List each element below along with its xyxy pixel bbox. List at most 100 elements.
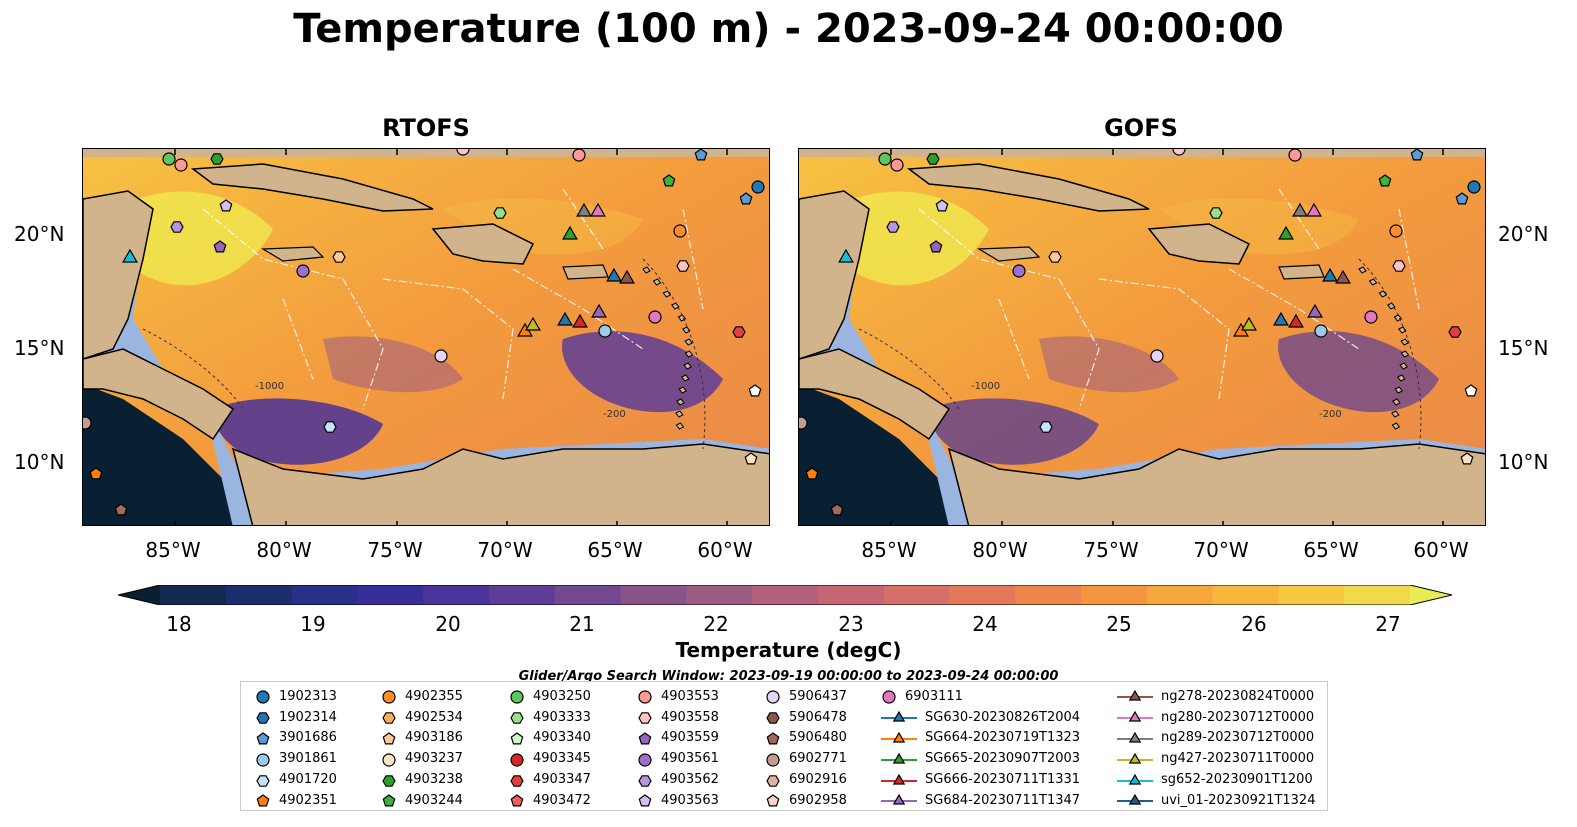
legend-item: 4903186: [381, 728, 463, 749]
argo-float-marker: [1209, 207, 1223, 219]
legend-item: 4903347: [509, 769, 591, 790]
lat-label-10n-left: 10°N: [14, 450, 65, 474]
legend-marker-icon: [766, 712, 780, 724]
lon-label-85w-rtofs: 85°W: [145, 538, 201, 562]
legend-column: 1902313 1902314 3901686 3901861 4901720 49023…: [255, 686, 337, 811]
colorbar-segment: [488, 585, 556, 605]
warm-water-region: [829, 191, 989, 286]
glider-marker: [1306, 202, 1322, 217]
glider-marker: [838, 248, 854, 263]
colorbar-segment: [883, 585, 950, 605]
map-panel-gofs: -1000 -200: [798, 148, 1486, 526]
argo-float-marker: [89, 467, 103, 480]
argo-float-marker: [935, 199, 949, 212]
colorbar-segment: [1015, 585, 1082, 605]
colorbar-segment: [1344, 585, 1411, 605]
legend-item: 6902771: [765, 748, 847, 769]
glider-marker: [1278, 225, 1294, 240]
colorbar-segment: [1278, 585, 1345, 605]
legend-label: 4903244: [405, 792, 463, 808]
argo-float-marker: [1448, 326, 1462, 338]
legend-label: 6903111: [905, 688, 963, 704]
legend-item: 4903553: [637, 686, 719, 707]
legend-item: 4901720: [255, 769, 337, 790]
glider-marker: [1288, 313, 1304, 328]
legend-marker-icon: [1117, 752, 1153, 764]
argo-float-marker: [830, 503, 844, 516]
map-panel-rtofs: -1000 -200: [82, 148, 770, 526]
lon-label-70w-rtofs: 70°W: [477, 538, 533, 562]
legend-item: 4903250: [509, 686, 591, 707]
legend-label: 4903186: [405, 730, 463, 746]
land-puerto-rico: [1278, 264, 1325, 280]
legend-column: ng278-20230824T0000 ng280-20230712T0000 ng…: [1117, 686, 1315, 811]
legend-marker-icon: [638, 712, 652, 724]
legend-marker-icon: [638, 732, 652, 745]
colorbar-tick: 21: [569, 612, 595, 636]
argo-float-marker: [114, 503, 128, 516]
legend-label: 6902771: [789, 751, 847, 767]
legend-marker-icon: [256, 690, 270, 704]
legend-item: 4903237: [381, 748, 463, 769]
argo-float-marker: [1314, 324, 1328, 338]
colorbar-segment: [423, 585, 490, 605]
colorbar: [117, 584, 1453, 606]
argo-float-marker: [434, 349, 448, 363]
legend-label: 4902351: [279, 792, 337, 808]
argo-float-marker: [694, 149, 708, 161]
land-florida-edge: [83, 149, 769, 157]
land-central-america: [83, 348, 235, 441]
colorbar-gradient: [117, 584, 1453, 606]
land-hispaniola: [431, 223, 535, 265]
argo-float-marker: [890, 158, 904, 172]
legend-marker-icon: [638, 774, 652, 787]
legend-marker-icon: [766, 732, 780, 745]
legend-item: SG666-20230711T1331: [881, 769, 1080, 790]
colorbar-tick: 25: [1106, 612, 1132, 636]
land-puerto-rico: [562, 264, 609, 280]
legend: 1902313 1902314 3901686 3901861 4901720 49023…: [240, 681, 1328, 811]
legend-column: 4903553 4903558 4903559 4903561 4903562 49035…: [637, 686, 719, 811]
argo-float-marker: [1455, 192, 1469, 205]
panel-title-gofs: GOFS: [1104, 114, 1178, 142]
glider-marker: [1292, 202, 1308, 217]
argo-float-marker: [1410, 149, 1424, 161]
glider-marker: [619, 269, 635, 284]
colorbar-label: Temperature (degC): [675, 638, 902, 662]
bathymetry-contour: [858, 258, 1422, 450]
glider-marker: [562, 225, 578, 240]
legend-marker-icon: [256, 712, 270, 724]
glider-marker: [572, 313, 588, 328]
legend-item: sg652-20230901T1200: [1117, 769, 1315, 790]
argo-float-marker: [926, 153, 940, 165]
colorbar-segment: [1212, 585, 1279, 605]
argo-float-marker: [673, 224, 687, 238]
lon-label-65w-rtofs: 65°W: [587, 538, 643, 562]
colorbar-tick: 20: [435, 612, 461, 636]
argo-float-marker: [648, 310, 662, 324]
legend-marker-icon: [1117, 690, 1153, 701]
legend-item: ng280-20230712T0000: [1117, 707, 1315, 728]
legend-item: 4903561: [637, 748, 719, 769]
colorbar-segment: [1081, 585, 1148, 605]
argo-float-marker: [572, 149, 586, 162]
eez-boundary: [918, 188, 1420, 410]
cold-water-region: [213, 398, 383, 465]
colorbar-segment: [949, 585, 1016, 605]
legend-item: 4903333: [509, 707, 591, 728]
glider-marker: [525, 316, 541, 331]
land-jamaica: [976, 246, 1041, 262]
legend-label: 5906478: [789, 709, 847, 725]
legend-item: 4903472: [509, 790, 591, 811]
legend-item: 4902534: [381, 707, 463, 728]
legend-item: 4903562: [637, 769, 719, 790]
legend-label: 6902916: [789, 772, 847, 788]
lon-label-60w-rtofs: 60°W: [697, 538, 753, 562]
argo-float-marker: [210, 153, 224, 165]
search-window-note: Glider/Argo Search Window: 2023-09-19 00…: [518, 669, 1059, 681]
legend-item: SG630-20230826T2004: [881, 707, 1080, 728]
argo-float-marker: [1012, 264, 1026, 278]
glider-marker: [576, 202, 592, 217]
legend-marker-icon: [638, 794, 652, 807]
argo-float-marker: [748, 384, 762, 397]
